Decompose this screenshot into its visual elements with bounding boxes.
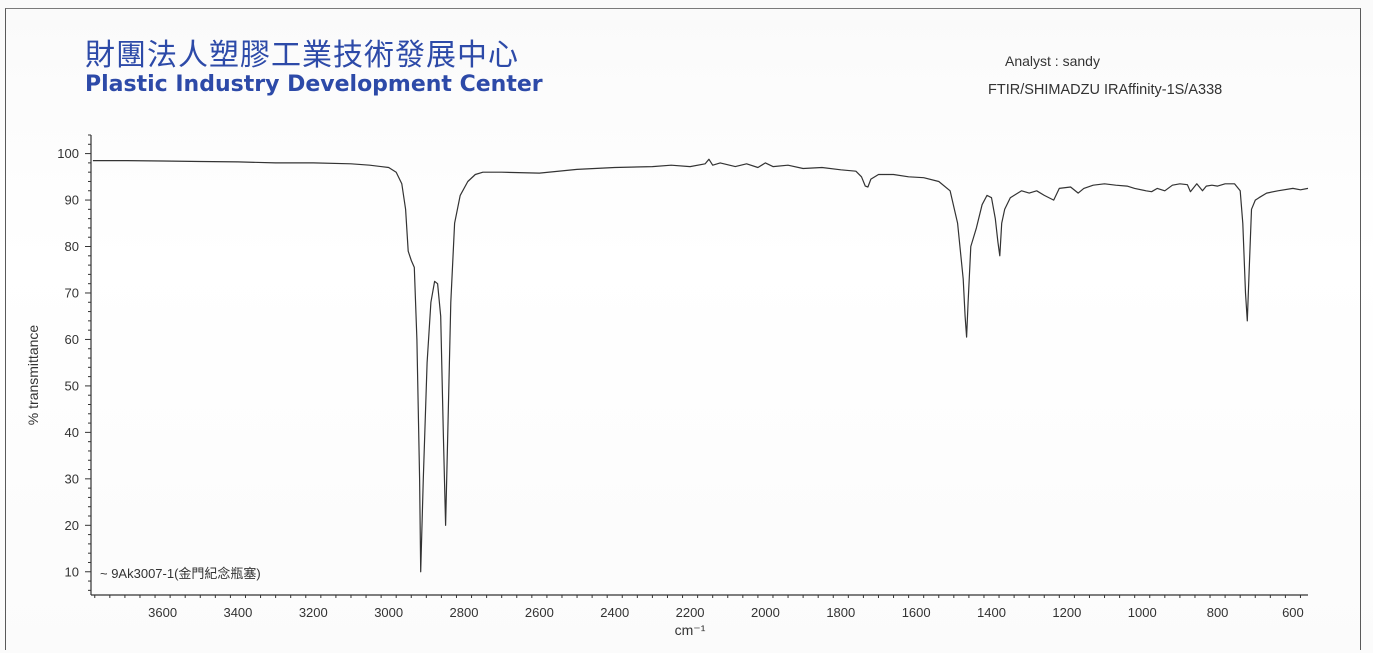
x-tick-label: 2600 xyxy=(525,605,554,620)
report-frame xyxy=(5,8,1361,650)
spectrum-series xyxy=(92,158,1309,573)
x-tick-label: 3000 xyxy=(374,605,403,620)
x-tick-label: 1000 xyxy=(1128,605,1157,620)
y-tick-label: 40 xyxy=(65,425,79,440)
x-tick-label: 600 xyxy=(1282,605,1304,620)
x-axis-ticks: 3600 3400 3200 3000 2800 2600 2400 2200 2000 1800… xyxy=(94,595,1304,620)
x-tick-label: 3600 xyxy=(148,605,177,620)
y-tick-label: 30 xyxy=(65,471,79,486)
x-tick-label: 2200 xyxy=(676,605,705,620)
y-tick-label: 50 xyxy=(65,378,79,393)
legend-entry: ~ 9Ak3007-1(金門紀念瓶塞) xyxy=(100,566,261,581)
y-tick-label: 100 xyxy=(57,146,79,161)
y-tick-label: 90 xyxy=(65,193,79,208)
x-tick-label: 2000 xyxy=(751,605,780,620)
org-name-chinese: 財團法人塑膠工業技術發展中心 xyxy=(85,38,519,73)
x-tick-label: 1600 xyxy=(902,605,931,620)
x-tick-label: 1800 xyxy=(826,605,855,620)
x-tick-label: 2800 xyxy=(450,605,479,620)
spectrum-line xyxy=(92,158,1309,573)
y-tick-label: 70 xyxy=(65,285,79,300)
x-axis-label: cm⁻¹ xyxy=(675,622,706,638)
y-tick-label: 10 xyxy=(65,564,79,579)
x-tick-label: 800 xyxy=(1207,605,1229,620)
x-tick-label: 3200 xyxy=(299,605,328,620)
x-tick-label: 3400 xyxy=(223,605,252,620)
org-name-english: Plastic Industry Development Center xyxy=(85,72,543,97)
y-axis-label: % transmittance xyxy=(25,325,41,426)
chart-axes xyxy=(90,135,1308,596)
x-tick-label: 2400 xyxy=(600,605,629,620)
y-tick-label: 60 xyxy=(65,332,79,347)
y-tick-label: 80 xyxy=(65,239,79,254)
x-tick-label: 1400 xyxy=(977,605,1006,620)
y-tick-label: 20 xyxy=(65,518,79,533)
x-tick-label: 1200 xyxy=(1052,605,1081,620)
analyst-label: Analyst : sandy xyxy=(1005,53,1100,69)
y-axis-ticks: 10 20 30 40 50 60 70 80 90 100 xyxy=(57,134,91,591)
instrument-label: FTIR/SHIMADZU IRAffinity-1S/A338 xyxy=(988,82,1223,98)
